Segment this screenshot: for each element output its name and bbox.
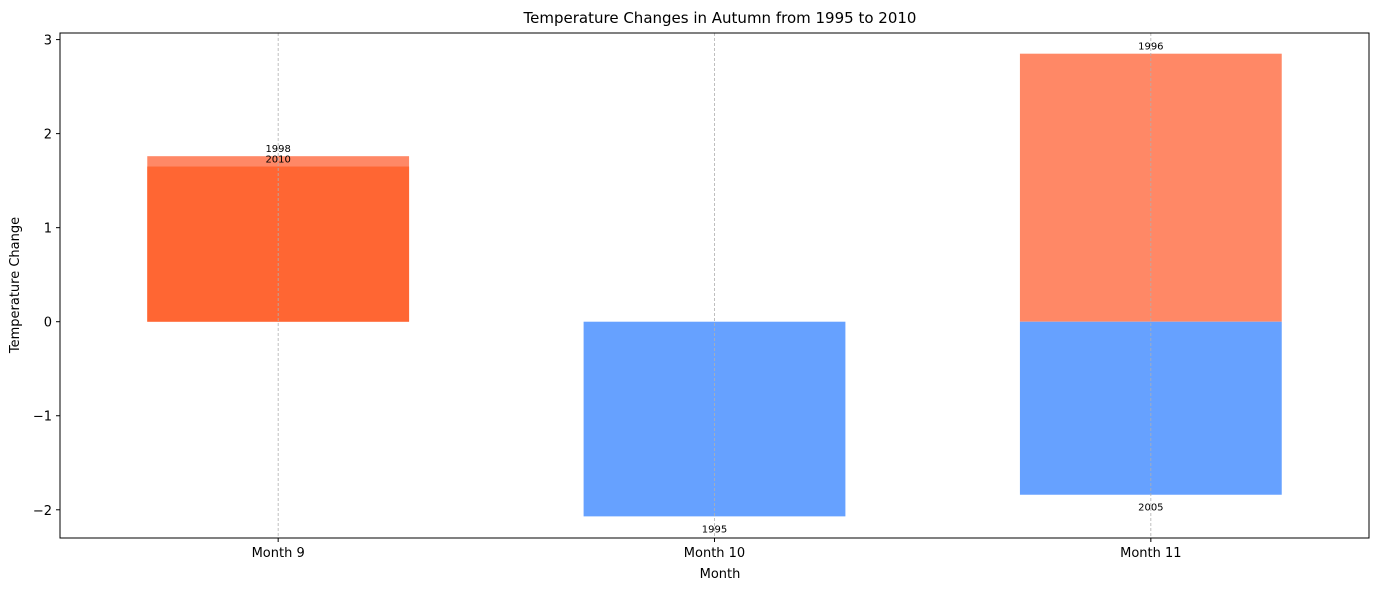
y-tick-label: −1 [33,410,52,425]
y-tick-label: −2 [33,504,52,519]
chart-title: Temperature Changes in Autumn from 1995 … [523,9,917,27]
year-label-2010: 2010 [265,155,290,166]
y-tick-label: 1 [44,222,52,237]
x-tick-label: Month 9 [252,546,305,561]
grid-lines-front [277,33,1152,538]
year-label-1995: 1995 [702,524,727,535]
x-axis: Month 9 Month 10 Month 11 [252,538,1182,561]
y-axis-label: Temperature Change [8,217,23,354]
y-tick-label: 0 [44,316,52,331]
x-tick-label: Month 10 [684,546,745,561]
y-axis: −2 −1 0 1 2 3 [33,34,60,519]
y-tick-label: 2 [44,128,52,143]
x-tick-label: Month 11 [1120,546,1181,561]
x-axis-label: Month [700,567,741,582]
y-tick-label: 3 [44,34,52,49]
year-label-1996: 1996 [1138,42,1163,53]
year-label-2005: 2005 [1138,503,1163,514]
year-label-1998: 1998 [265,144,290,155]
